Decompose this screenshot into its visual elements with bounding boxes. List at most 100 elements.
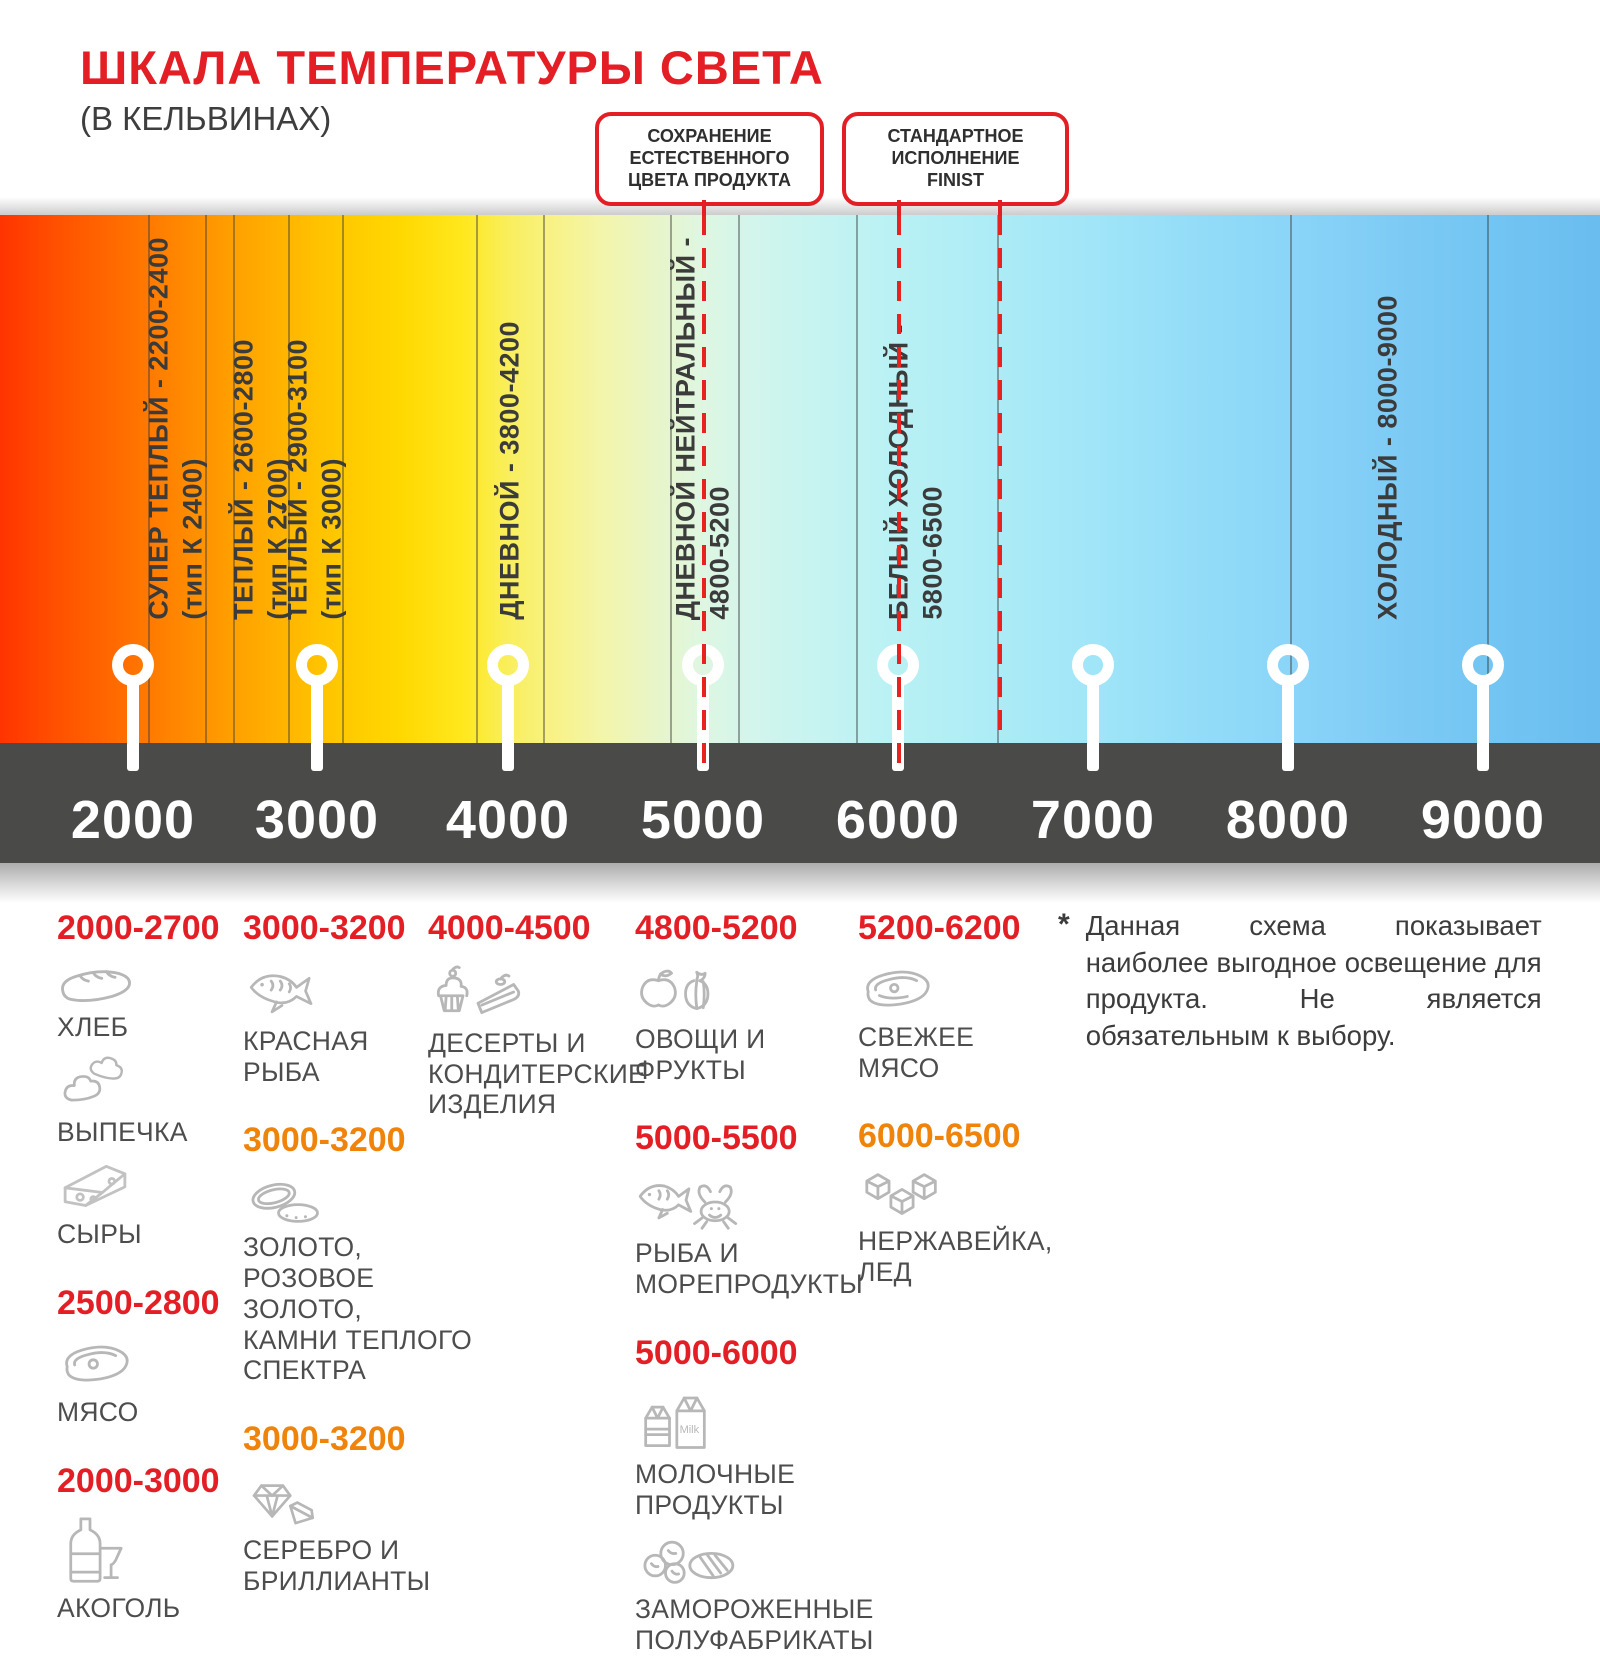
callout-standard-finist-text: СТАНДАРТНОЕ ИСПОЛНЕНИЕ FINIST	[887, 126, 1024, 190]
product-item: ЗОЛОТО, РОЗОВОЕ ЗОЛОТО, КАМНИ ТЕПЛОГО СП…	[243, 1174, 478, 1386]
range-heading: 5000-5500	[635, 1119, 798, 1158]
axis-tick-9000: 9000	[1420, 790, 1546, 850]
product-label: АКОГОЛЬ	[57, 1592, 181, 1623]
product-item: ХЛЕБ	[57, 962, 237, 1043]
product-item: АКОГОЛЬ	[57, 1515, 237, 1624]
milk-carton-text: Milk	[680, 1424, 700, 1436]
product-label: МЯСО	[57, 1397, 139, 1428]
kelvin-axis-bar: 2000 3000 4000 5000 6000 7000 8000 9000	[0, 743, 1600, 863]
zone-divider-line	[543, 215, 545, 743]
axis-tick-6000: 6000	[835, 790, 961, 850]
callout-natural-color: СОХРАНЕНИЕ ЕСТЕСТВЕННОГО ЦВЕТА ПРОДУКТА	[595, 112, 824, 206]
scale-marker-7000	[1072, 644, 1114, 771]
scale-marker-4000	[487, 644, 529, 771]
scale-marker-2000	[112, 644, 154, 771]
product-label: СВЕЖЕЕ МЯСО	[858, 1022, 975, 1083]
product-label: НЕРЖАВЕЙКА, ЛЕД	[858, 1226, 1053, 1288]
product-item: СВЕЖЕЕ МЯСО	[858, 962, 1058, 1083]
axis-tick-5000: 5000	[640, 790, 766, 850]
color-temperature-gradient	[0, 215, 1600, 743]
croissant-icon	[63, 1056, 123, 1102]
fish-seafood-icon	[638, 1184, 738, 1231]
axis-tick-4000: 4000	[445, 790, 571, 850]
zone-label-white-cold: БЕЛЫЙ ХОЛОДНЫЙ - 5800-6500	[884, 215, 949, 620]
meat-icon	[65, 1345, 129, 1382]
product-label: ЗАМОРОЖЕННЫЕ ПОЛУФАБРИКАТЫ	[635, 1594, 874, 1656]
frozen-food-icon	[643, 1541, 735, 1585]
product-item: РЫБА И МОРЕПРОДУКТЫ	[635, 1172, 935, 1299]
zone-divider-line	[1487, 215, 1489, 743]
axis-tick-3000: 3000	[254, 790, 380, 850]
category-column-3: 4000-4500 ДЕСЕРТЫ И КОНДИТЕРСКИЕ ИЗДЕЛИЯ	[428, 905, 647, 1130]
zone-divider-line	[288, 215, 290, 743]
product-label: ОВОЩИ И ФРУКТЫ	[635, 1024, 766, 1085]
range-heading: 3000-3200	[243, 1121, 406, 1160]
range-heading: 5000-6000	[635, 1333, 798, 1372]
rings-icon	[251, 1183, 319, 1224]
product-item: ВЫПЕЧКА	[57, 1053, 237, 1148]
zone-divider-line	[856, 215, 858, 743]
product-item: НЕРЖАВЕЙКА, ЛЕД	[858, 1170, 1058, 1287]
ice-cubes-icon	[865, 1173, 937, 1216]
scale-marker-9000	[1462, 644, 1504, 771]
zone-type: 5800-6500	[917, 486, 948, 620]
zone-type: (тип К 3000)	[316, 458, 347, 620]
bread-icon	[61, 970, 131, 1003]
temperature-scale: СУПЕР ТЕПЛЫЙ - 2200-2400 (тип К 2400) ТЕ…	[0, 215, 1600, 863]
zone-name: ХОЛОДНЫЙ - 8000-9000	[1372, 295, 1403, 620]
zone-label-daylight: ДНЕВНОЙ - 3800-4200	[495, 215, 526, 620]
zone-divider-line	[342, 215, 344, 743]
zone-name: ТЕПЛЫЙ - 2600-2800	[228, 339, 259, 620]
range-heading: 2000-3000	[57, 1461, 220, 1500]
zone-divider-line	[148, 215, 150, 743]
fresh-meat-icon	[866, 970, 930, 1007]
callout-natural-color-text: СОХРАНЕНИЕ ЕСТЕСТВЕННОГО ЦВЕТА ПРОДУКТА	[627, 126, 792, 190]
footnote-asterisk: *	[1058, 908, 1070, 941]
callout-standard-finist: СТАНДАРТНОЕ ИСПОЛНЕНИЕ FINIST	[842, 112, 1069, 206]
zone-divider-line	[670, 215, 672, 743]
zone-divider-line	[738, 215, 740, 743]
product-label: ХЛЕБ	[57, 1012, 129, 1042]
highlight-line-finist-left	[897, 215, 901, 767]
zone-label-cold: ХОЛОДНЫЙ - 8000-9000	[1373, 215, 1404, 620]
zone-label-warm-3000: ТЕПЛЫЙ - 2900-3100 (тип К 3000)	[283, 215, 348, 620]
top-shadow	[0, 197, 1600, 215]
product-label: КРАСНАЯ РЫБА	[243, 1026, 369, 1087]
highlight-line-finist-right	[998, 215, 1002, 743]
range-heading: 4800-5200	[635, 909, 798, 947]
highlight-line-natural-color	[702, 215, 706, 767]
product-label: ВЫПЕЧКА	[57, 1116, 188, 1147]
product-label: ДЕСЕРТЫ И КОНДИТЕРСКИЕ ИЗДЕЛИЯ	[428, 1028, 647, 1120]
range-heading: 2500-2800	[57, 1284, 220, 1323]
product-item: СЕРЕБРО И БРИЛЛИАНТЫ	[243, 1473, 478, 1596]
callout-connector-line	[702, 200, 706, 216]
product-item: Milk МОЛОЧНЫЕ ПРОДУКТЫ	[635, 1387, 935, 1520]
range-heading: 3000-3200	[243, 909, 406, 947]
zone-name: ТЕПЛЫЙ - 2900-3100	[282, 339, 313, 620]
product-label: СЫРЫ	[57, 1219, 142, 1250]
diamonds-icon	[252, 1484, 315, 1525]
vegetables-fruits-icon	[640, 969, 710, 1011]
product-item: ОВОЩИ И ФРУКТЫ	[635, 962, 935, 1085]
fish-icon	[249, 974, 313, 1014]
page-subtitle: (В КЕЛЬВИНАХ)	[80, 100, 332, 137]
product-label: СЕРЕБРО И БРИЛЛИАНТЫ	[243, 1535, 431, 1596]
axis-tick-2000: 2000	[70, 790, 196, 850]
range-heading: 4000-4500	[428, 909, 591, 947]
product-item: ЗАМОРОЖЕННЫЕ ПОЛУФАБРИКАТЫ	[635, 1530, 935, 1655]
desserts-icon	[436, 965, 521, 1015]
scale-marker-3000	[296, 644, 338, 771]
scale-marker-8000	[1267, 644, 1309, 771]
callout-connector-line	[897, 200, 901, 216]
alcohol-icon	[69, 1517, 123, 1583]
axis-tick-8000: 8000	[1225, 790, 1351, 850]
zone-divider-line	[205, 215, 207, 743]
range-heading: 5200-6200	[858, 909, 1021, 947]
product-item: ДЕСЕРТЫ И КОНДИТЕРСКИЕ ИЗДЕЛИЯ	[428, 962, 647, 1120]
product-label: РЫБА И МОРЕПРОДУКТЫ	[635, 1238, 863, 1300]
footnote-text: Данная схема показывает наиболее выгодно…	[1085, 910, 1542, 1051]
zone-name: ДНЕВНОЙ НЕЙТРАЛЬНЫЙ -	[670, 236, 701, 620]
product-item: МЯСО	[57, 1337, 237, 1428]
product-label: ЗОЛОТО, РОЗОВОЕ ЗОЛОТО, КАМНИ ТЕПЛОГО СП…	[243, 1232, 473, 1386]
page-title: ШКАЛА ТЕМПЕРАТУРЫ СВЕТА	[80, 41, 824, 94]
